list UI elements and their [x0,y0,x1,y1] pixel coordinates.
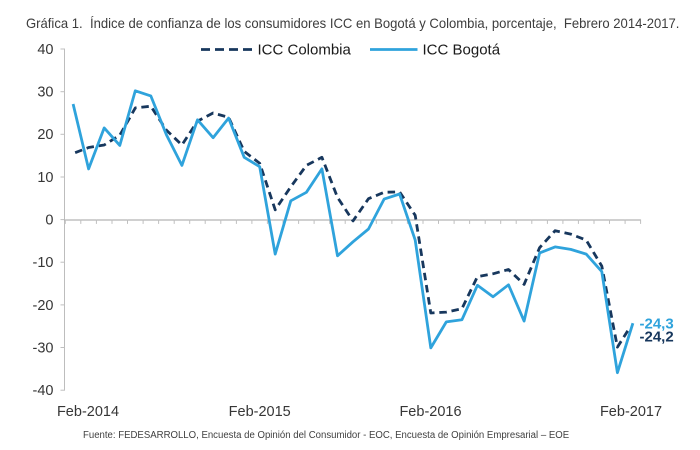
svg-text:ICC Bogotá: ICC Bogotá [423,42,501,59]
svg-text:-40: -40 [33,383,54,399]
svg-text:-10: -10 [33,255,54,271]
svg-text:Feb-2015: Feb-2015 [229,404,291,420]
svg-text:-20: -20 [33,298,54,314]
svg-text:ICC Colombia: ICC Colombia [258,42,352,59]
svg-text:Feb-2017: Feb-2017 [600,404,662,420]
svg-text:0: 0 [45,213,53,229]
svg-text:-30: -30 [33,340,54,356]
svg-text:40: 40 [37,42,53,58]
svg-text:Feb-2016: Feb-2016 [399,404,461,420]
svg-text:20: 20 [37,127,53,143]
svg-text:Feb-2014: Feb-2014 [57,404,119,420]
svg-text:-24,3: -24,3 [640,316,674,333]
svg-text:30: 30 [37,85,53,101]
svg-text:10: 10 [37,170,53,186]
svg-text:-24,2: -24,2 [640,328,674,345]
